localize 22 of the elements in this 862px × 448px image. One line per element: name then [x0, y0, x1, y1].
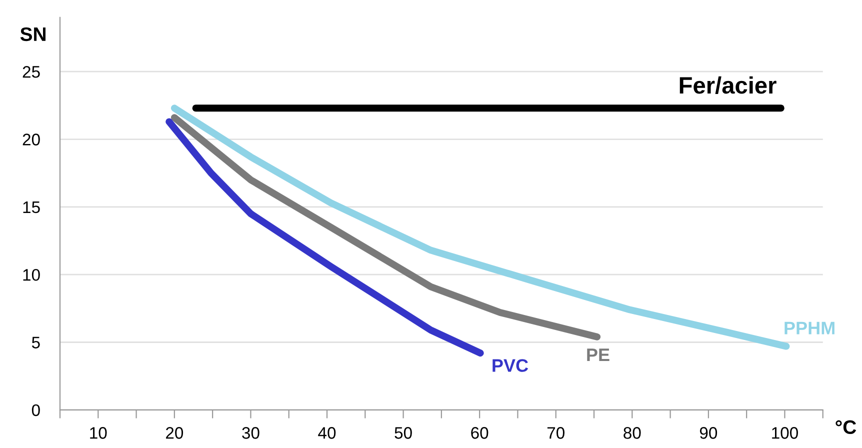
- x-tick-label: 70: [547, 427, 564, 439]
- series-label: PVC: [492, 359, 528, 372]
- x-axis-title: °C: [836, 420, 856, 434]
- x-tick-label: 30: [242, 427, 260, 439]
- y-tick-label: 15: [23, 202, 40, 214]
- x-tick-label: 80: [624, 427, 641, 439]
- x-tick-label: 40: [318, 427, 336, 439]
- x-tick-label: 10: [90, 427, 107, 439]
- x-tick-label: 20: [166, 427, 184, 439]
- x-tick-label: 60: [471, 427, 488, 439]
- y-tick-label: 25: [22, 66, 40, 78]
- y-tick-label: 5: [32, 336, 40, 348]
- y-axis-title: SN: [20, 27, 46, 42]
- x-tick-label: 50: [394, 427, 412, 439]
- y-tick-label: 10: [23, 268, 40, 281]
- y-tick-label: 20: [22, 134, 40, 146]
- series-label: PE: [587, 348, 610, 362]
- y-tick-label: 0: [32, 404, 40, 416]
- series-label: Fer/acier: [680, 76, 776, 94]
- series-label: PPHM: [784, 322, 834, 334]
- x-tick-label: 100: [772, 427, 798, 439]
- x-tick-label: 90: [700, 427, 718, 439]
